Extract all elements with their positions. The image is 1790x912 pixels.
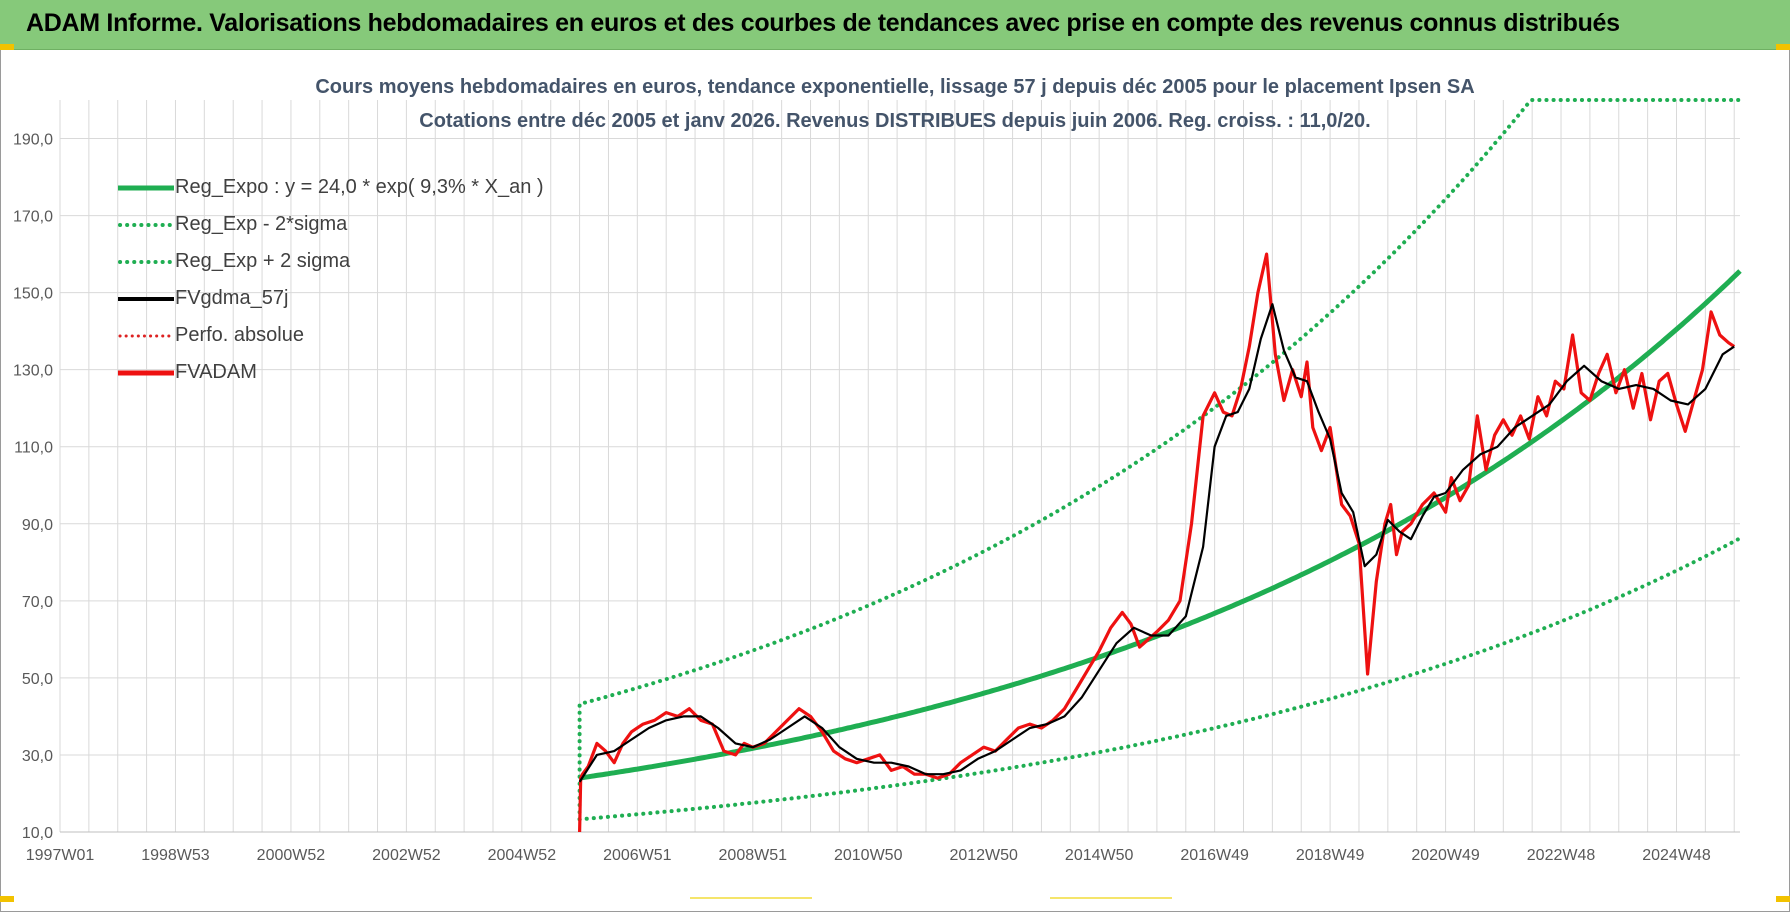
x-tick-label: 2004W52 [488, 847, 557, 864]
x-tick-label: 2024W48 [1642, 847, 1711, 864]
corner-marker [0, 896, 14, 902]
y-tick-label: 70,0 [22, 594, 53, 611]
series-band-low [577, 536, 1742, 822]
y-tick-label: 90,0 [22, 517, 53, 534]
x-tick-label: 2000W52 [257, 847, 326, 864]
chart-title-line2: Cotations entre déc 2005 et janv 2026. R… [419, 110, 1371, 132]
legend-label-reg-expo: Reg_Expo : y = 24,0 * exp( 9,3% * X_an ) [175, 176, 544, 198]
legend-swatch-fvgdma [118, 297, 174, 301]
legend-swatch-band-low [118, 223, 174, 227]
series-fvgdma [578, 303, 1735, 783]
decorative-underline [1050, 897, 1172, 899]
legend-swatch-reg-expo [118, 185, 174, 191]
corner-marker [1776, 44, 1790, 50]
banner-title: ADAM Informe. Valorisations hebdomadaire… [26, 9, 1620, 37]
x-tick-label: 2002W52 [372, 847, 441, 864]
chart-title-line1: Cours moyens hebdomadaires en euros, ten… [315, 76, 1475, 98]
x-tick-label: 2008W51 [719, 847, 788, 864]
x-tick-label: 2016W49 [1180, 847, 1249, 864]
legend-label-fvadam: FVADAM [175, 361, 257, 383]
legend-item-fvadam: FVADAM [118, 361, 678, 391]
legend-label-band-high: Reg_Exp + 2 sigma [175, 250, 351, 272]
series-reg-expo [579, 269, 1742, 781]
axis-layer: 10,0 30,0 50,0 70,0 90,0 110,0 130,0 150,0 170,0… [13, 132, 1740, 864]
legend-swatch-fvadam [118, 370, 174, 376]
x-tick-label: 2014W50 [1065, 847, 1134, 864]
legend-swatch-perfo [118, 334, 174, 338]
y-tick-label: 130,0 [13, 363, 53, 380]
x-tick-label: 2018W49 [1296, 847, 1365, 864]
x-tick-label: 1998W53 [141, 847, 210, 864]
legend-item-band-low: Reg_Exp - 2*sigma [118, 213, 678, 243]
x-tick-label: 2020W49 [1411, 847, 1480, 864]
y-tick-label: 10,0 [22, 825, 53, 842]
legend-label-perfo: Perfo. absolue [175, 324, 304, 346]
legend-swatch-band-high [118, 260, 174, 264]
x-tick-label: 2022W48 [1527, 847, 1596, 864]
x-tick-label: 2010W50 [834, 847, 903, 864]
y-tick-label: 110,0 [14, 440, 53, 457]
banner: ADAM Informe. Valorisations hebdomadaire… [0, 0, 1790, 50]
x-tick-label: 1997W01 [26, 847, 95, 864]
series-band-high [577, 98, 1742, 822]
y-tick-label: 190,0 [13, 132, 53, 149]
legend-item-reg-expo: Reg_Expo : y = 24,0 * exp( 9,3% * X_an ) [118, 176, 678, 206]
x-tick-label: 2006W51 [603, 847, 672, 864]
series-layer [577, 98, 1742, 833]
y-tick-label: 170,0 [13, 209, 53, 226]
legend-item-band-high: Reg_Exp + 2 sigma [118, 250, 678, 280]
legend-label-fvgdma: FVgdma_57j [175, 287, 289, 309]
legend-label-band-low: Reg_Exp - 2*sigma [175, 213, 348, 235]
legend-item-perfo: Perfo. absolue [118, 324, 678, 354]
grid-layer [59, 100, 1740, 833]
x-tick-label: 2012W50 [949, 847, 1018, 864]
decorative-underline [690, 897, 812, 899]
corner-marker [0, 44, 14, 50]
corner-marker [1776, 896, 1790, 902]
y-tick-label: 30,0 [22, 748, 53, 765]
y-tick-label: 150,0 [13, 286, 53, 303]
legend-item-fvgdma: FVgdma_57j [118, 287, 678, 317]
y-tick-label: 50,0 [22, 671, 53, 688]
